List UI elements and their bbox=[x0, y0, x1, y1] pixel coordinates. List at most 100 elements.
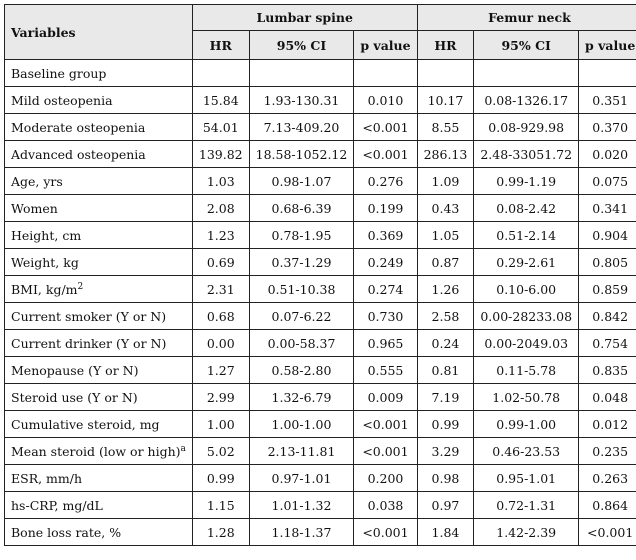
variable-label: ESR, mm/h bbox=[11, 470, 83, 486]
lumbar-hr-cell: 2.99 bbox=[191, 383, 250, 411]
table-row: Mild osteopenia 15.84 1.93-130.31 0.010 10.1… bbox=[4, 86, 636, 114]
lumbar-p-cell: 0.038 bbox=[353, 491, 418, 519]
variable-label: Moderate osteopenia bbox=[11, 119, 146, 135]
femur-hr-cell: 8.55 bbox=[416, 113, 475, 141]
lumbar-p-cell: 0.369 bbox=[353, 221, 418, 249]
lumbar-ci-cell: 0.00-58.37 bbox=[248, 329, 355, 357]
variable-label-cell: Current smoker (Y or N) bbox=[4, 302, 193, 330]
table-row: Weight, kg 0.69 0.37-1.29 0.249 0.87 0.29-2.6… bbox=[4, 248, 636, 276]
lumbar-p-header: p value bbox=[353, 30, 418, 60]
table-row: Steroid use (Y or N) 2.99 1.32-6.79 0.009 7.… bbox=[4, 383, 636, 411]
variable-label-cell: Weight, kg bbox=[4, 248, 193, 276]
table-row: Mean steroid (low or high)a 5.02 2.13-11.8… bbox=[4, 437, 636, 465]
femur-hr-cell: 3.29 bbox=[416, 437, 475, 465]
variable-label-cell: Advanced osteopenia bbox=[4, 140, 193, 168]
variable-label: hs-CRP, mg/dL bbox=[11, 497, 103, 513]
femur-hr-cell: 10.17 bbox=[416, 86, 475, 114]
variable-label-cell: hs-CRP, mg/dL bbox=[4, 491, 193, 519]
variable-label-cell: ESR, mm/h bbox=[4, 464, 193, 492]
femur-ci-cell: 0.95-1.01 bbox=[473, 464, 580, 492]
variable-label-cell: Mean steroid (low or high)a bbox=[4, 437, 193, 465]
variable-label-cell: Women bbox=[4, 194, 193, 222]
femur-ci-cell: 0.46-23.53 bbox=[473, 437, 580, 465]
lumbar-hr-header: HR bbox=[191, 30, 250, 60]
femur-hr-cell: 7.19 bbox=[416, 383, 475, 411]
table-body: Baseline group Mild osteopenia 15.84 1.93-1… bbox=[4, 59, 636, 546]
lumbar-ci-cell: 1.18-1.37 bbox=[248, 518, 355, 546]
femur-ci-cell: 0.99-1.00 bbox=[473, 410, 580, 438]
femur-p-cell: 0.341 bbox=[578, 194, 636, 222]
femur-neck-header: Femur neck bbox=[416, 4, 636, 31]
table-row: Advanced osteopenia 139.82 18.58-1052.12 <0… bbox=[4, 140, 636, 168]
femur-hr-cell: 1.26 bbox=[416, 275, 475, 303]
table-row: Age, yrs 1.03 0.98-1.07 0.276 1.09 0.99-1.19 0… bbox=[4, 167, 636, 195]
femur-ci-cell: 1.42-2.39 bbox=[473, 518, 580, 546]
variable-label: Mean steroid (low or high) bbox=[11, 443, 181, 459]
lumbar-ci-cell: 0.98-1.07 bbox=[248, 167, 355, 195]
variable-label: Current drinker (Y or N) bbox=[11, 335, 167, 351]
hazard-ratio-table: Variables Lumbar spine Femur neck HR 95%… bbox=[4, 4, 636, 546]
femur-hr-cell: 0.97 bbox=[416, 491, 475, 519]
lumbar-hr-cell: 139.82 bbox=[191, 140, 250, 168]
femur-ci-cell: 0.08-2.42 bbox=[473, 194, 580, 222]
femur-hr-cell: 2.58 bbox=[416, 302, 475, 330]
table-row: Women 2.08 0.68-6.39 0.199 0.43 0.08-2.42 0.34… bbox=[4, 194, 636, 222]
femur-hr-header: HR bbox=[416, 30, 475, 60]
lumbar-p-cell: 0.010 bbox=[353, 86, 418, 114]
variable-label: Steroid use (Y or N) bbox=[11, 389, 138, 405]
variable-label-cell: Height, cm bbox=[4, 221, 193, 249]
lumbar-p-cell: <0.001 bbox=[353, 437, 418, 465]
lumbar-p-cell: <0.001 bbox=[353, 113, 418, 141]
variable-label: Age, yrs bbox=[11, 173, 63, 189]
lumbar-hr-cell: 0.99 bbox=[191, 464, 250, 492]
femur-p-cell: 0.835 bbox=[578, 356, 636, 384]
variable-label-cell: Baseline group bbox=[4, 59, 193, 87]
lumbar-hr-cell: 54.01 bbox=[191, 113, 250, 141]
femur-p-cell bbox=[578, 59, 636, 87]
femur-hr-cell: 1.84 bbox=[416, 518, 475, 546]
table-header: Variables Lumbar spine Femur neck HR 95%… bbox=[4, 4, 636, 60]
lumbar-hr-cell: 1.03 bbox=[191, 167, 250, 195]
variable-label: Women bbox=[11, 200, 58, 216]
lumbar-hr-cell: 2.08 bbox=[191, 194, 250, 222]
lumbar-ci-cell: 7.13-409.20 bbox=[248, 113, 355, 141]
lumbar-p-cell: 0.276 bbox=[353, 167, 418, 195]
superscript: 2 bbox=[77, 281, 84, 292]
table-row: Current drinker (Y or N) 0.00 0.00-58.37 0.… bbox=[4, 329, 636, 357]
lumbar-hr-cell: 5.02 bbox=[191, 437, 250, 465]
lumbar-hr-cell: 0.69 bbox=[191, 248, 250, 276]
lumbar-ci-cell: 0.07-6.22 bbox=[248, 302, 355, 330]
lumbar-ci-header: 95% CI bbox=[248, 30, 355, 60]
femur-ci-cell: 0.29-2.61 bbox=[473, 248, 580, 276]
variable-label-cell: Steroid use (Y or N) bbox=[4, 383, 193, 411]
table-row: BMI, kg/m2 2.31 0.51-10.38 0.274 1.26 0.10-6.… bbox=[4, 275, 636, 303]
variable-label-cell: Age, yrs bbox=[4, 167, 193, 195]
variable-label-cell: Menopause (Y or N) bbox=[4, 356, 193, 384]
variable-label: Advanced osteopenia bbox=[11, 146, 146, 162]
lumbar-ci-cell: 0.51-10.38 bbox=[248, 275, 355, 303]
lumbar-ci-cell: 0.58-2.80 bbox=[248, 356, 355, 384]
femur-ci-cell: 2.48-33051.72 bbox=[473, 140, 580, 168]
femur-hr-cell bbox=[416, 59, 475, 87]
lumbar-ci-cell: 1.32-6.79 bbox=[248, 383, 355, 411]
lumbar-hr-cell: 0.68 bbox=[191, 302, 250, 330]
lumbar-p-cell: <0.001 bbox=[353, 518, 418, 546]
femur-p-cell: 0.263 bbox=[578, 464, 636, 492]
femur-p-cell: 0.864 bbox=[578, 491, 636, 519]
lumbar-hr-cell bbox=[191, 59, 250, 87]
lumbar-hr-cell: 1.00 bbox=[191, 410, 250, 438]
lumbar-p-cell: <0.001 bbox=[353, 140, 418, 168]
lumbar-ci-cell: 2.13-11.81 bbox=[248, 437, 355, 465]
femur-ci-cell: 1.02-50.78 bbox=[473, 383, 580, 411]
table-row: Bone loss rate, % 1.28 1.18-1.37 <0.001 1.84… bbox=[4, 518, 636, 546]
variable-label: Menopause (Y or N) bbox=[11, 362, 139, 378]
variable-label: Current smoker (Y or N) bbox=[11, 308, 167, 324]
lumbar-ci-cell: 1.01-1.32 bbox=[248, 491, 355, 519]
variable-label-cell: Cumulative steroid, mg bbox=[4, 410, 193, 438]
lumbar-p-cell: 0.009 bbox=[353, 383, 418, 411]
lumbar-ci-cell: 1.00-1.00 bbox=[248, 410, 355, 438]
variable-label: Weight, kg bbox=[11, 254, 79, 270]
table-row: ESR, mm/h 0.99 0.97-1.01 0.200 0.98 0.95-1.01… bbox=[4, 464, 636, 492]
variable-label: Mild osteopenia bbox=[11, 92, 113, 108]
femur-p-cell: 0.842 bbox=[578, 302, 636, 330]
